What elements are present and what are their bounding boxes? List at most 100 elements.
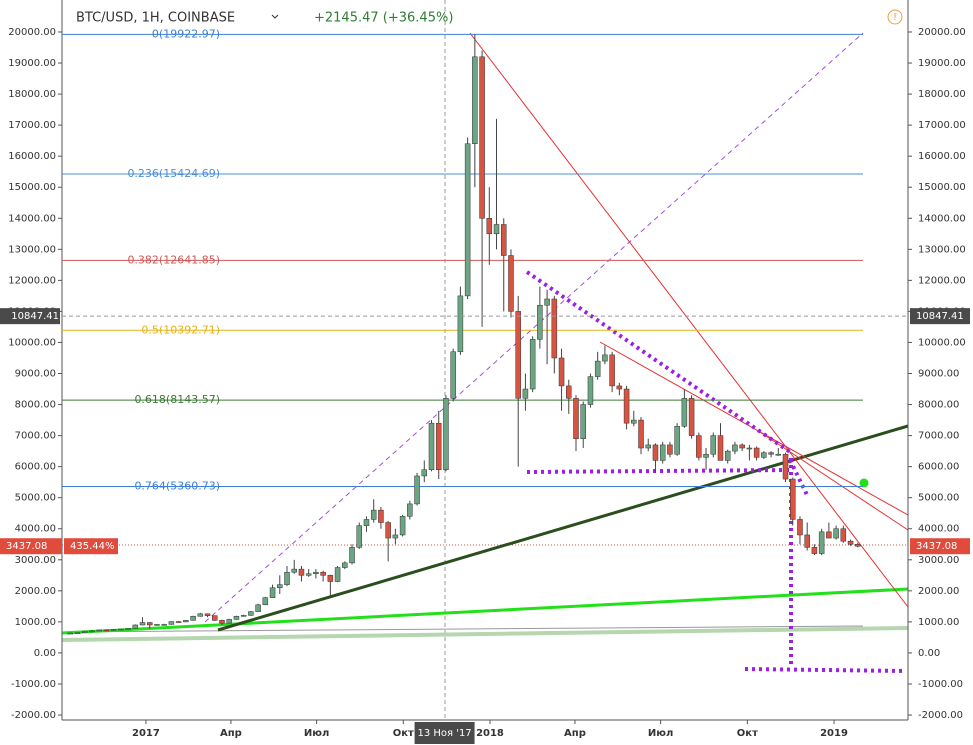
candle-body bbox=[435, 422, 442, 471]
y-tick-label: 1000.00 bbox=[918, 617, 959, 628]
y-tick-label: 16000.00 bbox=[918, 151, 966, 162]
candle-body bbox=[74, 632, 81, 635]
candle-body bbox=[414, 475, 420, 505]
pattern-line bbox=[526, 468, 791, 474]
candle-body bbox=[190, 616, 196, 621]
candle-body bbox=[313, 571, 319, 575]
candle-body bbox=[580, 404, 586, 439]
candle-body bbox=[551, 298, 558, 359]
y-tick-label: 19000.00 bbox=[918, 58, 966, 69]
candle-body bbox=[775, 453, 782, 456]
x-tick-label: 2017 bbox=[132, 728, 160, 739]
candle-body bbox=[255, 604, 261, 612]
candle-body bbox=[804, 534, 810, 548]
candle-body bbox=[688, 398, 695, 436]
last-change: 435.44% bbox=[70, 541, 115, 552]
candle-body bbox=[573, 398, 579, 439]
candle-body bbox=[320, 571, 326, 576]
y-tick-label: 3000.00 bbox=[918, 555, 959, 566]
fib-label: 0.764(5360.73) bbox=[134, 479, 220, 492]
x-label-bg bbox=[414, 722, 475, 744]
candle-body bbox=[797, 519, 803, 536]
symbol[interactable]: BTC/USD, 1H, COINBASE bbox=[76, 11, 235, 26]
trend-line bbox=[469, 32, 909, 608]
x-tick-label: 2018 bbox=[476, 728, 504, 739]
candle-body bbox=[840, 528, 847, 542]
y-tick-label: 20000.00 bbox=[918, 27, 966, 38]
fib-label: 0(19922.97) bbox=[152, 27, 220, 40]
trend-line bbox=[61, 626, 909, 642]
last-price-bg bbox=[910, 538, 970, 555]
y-tick-label: 0.00 bbox=[34, 648, 56, 659]
candle-body bbox=[96, 629, 102, 632]
candle-body bbox=[139, 622, 146, 626]
y-tick-label: 10000.00 bbox=[918, 337, 966, 348]
last-change-bg bbox=[64, 538, 118, 555]
crosshair-x: 13 Ноя '17 bbox=[417, 728, 471, 739]
candle-body bbox=[175, 621, 182, 623]
candle-body bbox=[146, 622, 153, 626]
y-tick-label: 15000.00 bbox=[8, 182, 56, 193]
candle-body bbox=[407, 503, 413, 517]
change: +2145.47 (+36.45%) bbox=[314, 11, 453, 26]
y-tick-label: 18000.00 bbox=[8, 89, 56, 100]
y-tick-label: 9000.00 bbox=[15, 369, 56, 380]
y-tick-label: -1000.00 bbox=[918, 679, 963, 690]
x-tick-label: Июл bbox=[648, 728, 673, 739]
x-tick-label: Окт bbox=[393, 728, 414, 739]
candle-body bbox=[616, 385, 623, 390]
candle-body bbox=[818, 531, 825, 554]
last-price: 3437.08 bbox=[6, 541, 47, 552]
y-tick-label: 18000.00 bbox=[918, 89, 966, 100]
candle-body bbox=[89, 630, 95, 633]
fib-label: 0.236(15424.69) bbox=[127, 167, 220, 180]
candle-body bbox=[212, 615, 218, 621]
last-price: 3437.08 bbox=[916, 541, 957, 552]
candle-body bbox=[587, 376, 594, 405]
candle-body bbox=[652, 444, 659, 461]
y-tick-label: 2000.00 bbox=[918, 586, 959, 597]
candle-body bbox=[833, 528, 839, 539]
y-tick-label: -2000.00 bbox=[918, 710, 963, 721]
alert-icon[interactable] bbox=[887, 9, 903, 25]
candle-body bbox=[501, 224, 507, 256]
candle-body bbox=[529, 339, 536, 390]
dropdown-arrow[interactable] bbox=[271, 14, 279, 19]
candle-body bbox=[710, 435, 717, 455]
candle-body bbox=[443, 398, 449, 471]
alert-icon-mark: ! bbox=[893, 12, 897, 23]
candle-body bbox=[392, 534, 399, 539]
candle-body bbox=[768, 452, 774, 455]
candle-body bbox=[602, 354, 608, 362]
candle-body bbox=[197, 613, 204, 617]
y-tick-label: 8000.00 bbox=[15, 400, 56, 411]
y-tick-label: 13000.00 bbox=[918, 244, 966, 255]
candle-body bbox=[782, 453, 789, 480]
candle-body bbox=[298, 568, 305, 576]
y-tick-label: 13000.00 bbox=[8, 244, 56, 255]
x-tick-label: Апр bbox=[220, 728, 242, 739]
candle-body bbox=[544, 298, 550, 306]
y-tick-label: 14000.00 bbox=[8, 213, 56, 224]
candle-body bbox=[342, 562, 348, 568]
x-tick-label: Окт bbox=[737, 728, 758, 739]
last-price-bg bbox=[0, 538, 62, 555]
candle-body bbox=[248, 611, 254, 616]
y-tick-label: 12000.00 bbox=[918, 275, 966, 286]
marker-dot bbox=[859, 478, 869, 488]
candle-body bbox=[284, 571, 290, 585]
candle-body bbox=[681, 398, 688, 427]
candle-body bbox=[110, 629, 117, 631]
candle-body bbox=[594, 360, 601, 377]
candle-body bbox=[609, 354, 615, 387]
candle-body bbox=[508, 255, 514, 312]
fib-label: 0.618(8143.57) bbox=[134, 393, 220, 406]
y-tick-label: 4000.00 bbox=[15, 524, 56, 535]
candle-body bbox=[558, 357, 565, 387]
candle-body bbox=[81, 630, 88, 634]
x-tick-label: 2019 bbox=[820, 728, 848, 739]
y-tick-label: 17000.00 bbox=[8, 120, 56, 131]
x-tick-label: Апр bbox=[564, 728, 586, 739]
candle-body bbox=[428, 422, 435, 471]
candle-body bbox=[457, 295, 464, 353]
